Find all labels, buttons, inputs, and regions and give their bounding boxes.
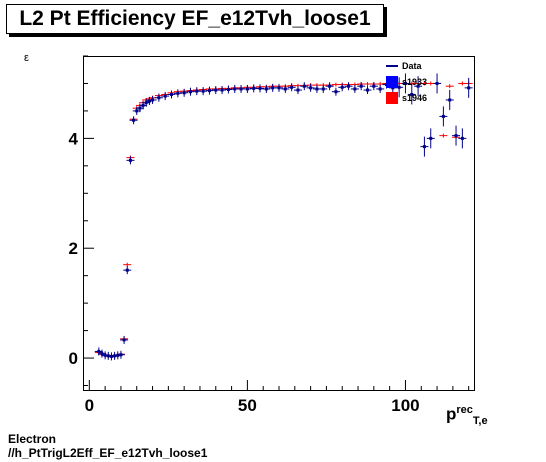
legend-s1946-marker xyxy=(386,92,398,104)
data-point xyxy=(123,266,132,275)
y-tick-label: 0 xyxy=(69,349,78,368)
x-axis-label: precT,e xyxy=(446,404,488,427)
data-point xyxy=(414,76,423,97)
data-point xyxy=(243,84,252,93)
data-point xyxy=(401,73,410,94)
data-point xyxy=(126,156,135,165)
data-point xyxy=(256,84,265,93)
data-point xyxy=(120,335,129,344)
data-point xyxy=(357,82,366,91)
data-point xyxy=(376,84,385,93)
mc-point xyxy=(439,133,448,138)
data-point xyxy=(148,95,157,104)
data-point xyxy=(281,84,290,93)
data-point xyxy=(464,77,473,98)
data-point xyxy=(426,128,435,149)
data-point xyxy=(350,84,359,93)
data-point xyxy=(116,350,125,359)
x-axis-label-main: p xyxy=(446,404,457,424)
data-point xyxy=(363,86,372,95)
data-point xyxy=(439,106,448,127)
data-point xyxy=(407,84,416,105)
data-point xyxy=(129,116,138,125)
data-point xyxy=(293,86,302,95)
footer-line-2: //h_PtTrigL2Eff_EF_e12Tvh_loose1 xyxy=(8,446,208,460)
data-point xyxy=(161,92,170,101)
data-point xyxy=(452,125,461,146)
y-tick-label: 2 xyxy=(69,239,78,258)
x-axis-label-sup: rec xyxy=(456,404,473,416)
data-point xyxy=(445,89,454,110)
y-axis-label: ε xyxy=(24,52,29,64)
mc-point xyxy=(445,84,454,89)
x-tick-label: 100 xyxy=(391,396,419,415)
data-point xyxy=(186,87,195,96)
data-point xyxy=(306,83,315,92)
y-tick-label: 4 xyxy=(69,129,79,148)
legend-s1933-marker xyxy=(386,76,398,88)
chart-title: L2 Pt Efficiency EF_e12Tvh_loose1 xyxy=(6,4,384,34)
data-point xyxy=(205,86,214,95)
data-point xyxy=(275,83,283,92)
data-point xyxy=(325,82,334,91)
data-point xyxy=(338,83,347,92)
data-point xyxy=(420,136,429,157)
legend-s1946-label: s1946 xyxy=(402,93,427,103)
data-point xyxy=(199,87,208,96)
data-point xyxy=(344,82,353,91)
x-tick-label: 0 xyxy=(85,396,94,415)
data-point xyxy=(224,85,233,94)
data-point xyxy=(369,82,378,91)
footer-line-1: Electron xyxy=(8,432,57,446)
data-point xyxy=(154,93,163,102)
data-point xyxy=(319,84,328,93)
data-point xyxy=(262,84,271,93)
x-tick-label: 50 xyxy=(238,396,257,415)
legend-s1933-label: s1933 xyxy=(402,77,427,87)
data-point xyxy=(287,83,296,92)
data-point xyxy=(173,89,182,98)
x-axis-label-sub: T,e xyxy=(472,415,488,428)
mc-point xyxy=(123,262,132,267)
data-point xyxy=(180,88,189,97)
data-point xyxy=(300,82,309,91)
data-point xyxy=(433,73,442,94)
data-point xyxy=(218,86,227,95)
data-point xyxy=(331,87,340,96)
legend-Data-label: Data xyxy=(402,61,423,71)
data-point xyxy=(458,128,467,149)
data-point xyxy=(167,90,176,99)
